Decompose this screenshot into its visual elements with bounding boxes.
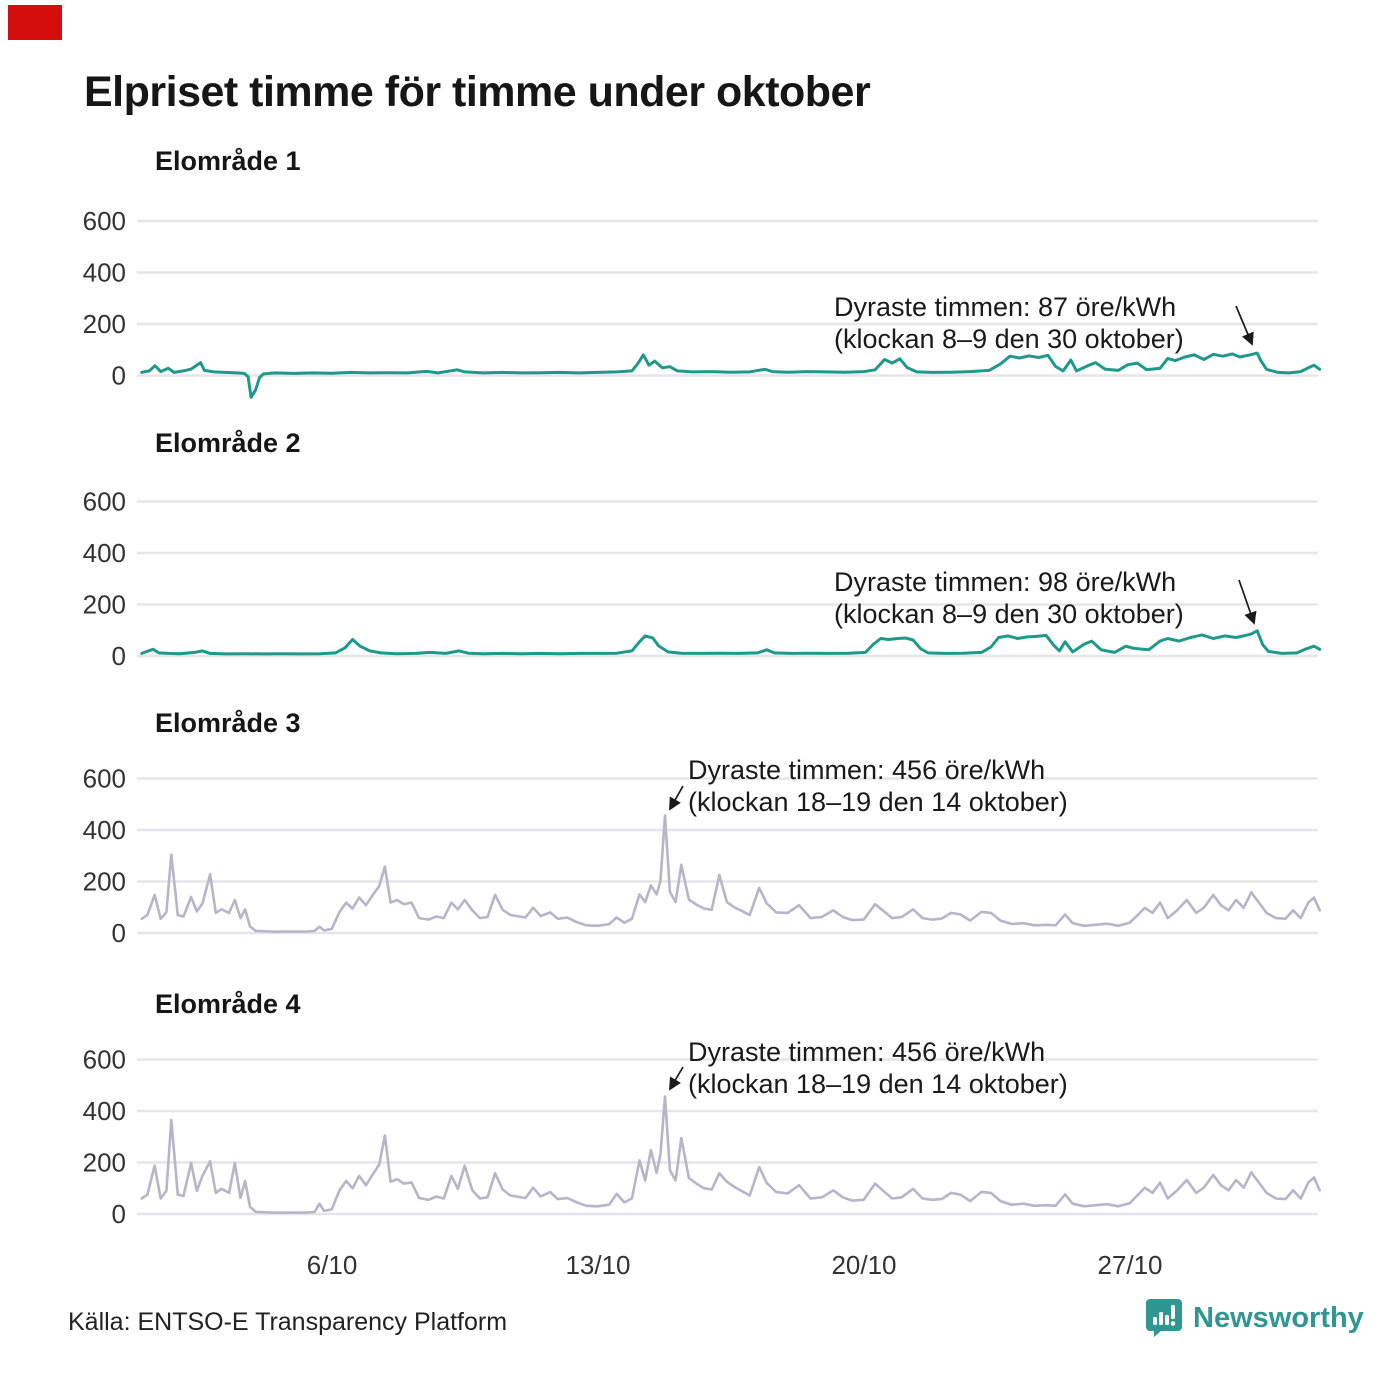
annotation-line-2: (klockan 8–9 den 30 oktober) — [834, 324, 1184, 354]
red-corner-marker — [8, 5, 62, 40]
x-tick-label: 27/10 — [1097, 1250, 1163, 1280]
y-tick-label: 400 — [83, 258, 126, 288]
y-tick-label: 0 — [112, 918, 126, 948]
y-tick-label: 600 — [83, 764, 126, 794]
annotation-line-2: (klockan 18–19 den 14 oktober) — [688, 787, 1068, 817]
annotation-arrow — [669, 1066, 684, 1091]
y-tick-label: 400 — [83, 538, 126, 568]
panel-title-elomrade-2: Elområde 2 — [155, 428, 301, 458]
brand-name: Newsworthy — [1193, 1301, 1364, 1334]
price-line-elomr-de-2 — [140, 629, 1322, 656]
y-tick-label: 600 — [83, 487, 126, 517]
price-line-elomr-de-4 — [140, 1095, 1321, 1214]
y-tick-label: 0 — [112, 361, 126, 391]
exclamation-glyph — [1171, 1305, 1175, 1319]
newsworthy-logo-icon — [1146, 1299, 1182, 1337]
annotation-panel-4: Dyraste timmen: 456 öre/kWh (klockan 18–… — [688, 1036, 1068, 1100]
panel-title-elomrade-4: Elområde 4 — [155, 989, 301, 1019]
y-tick-label: 200 — [83, 867, 126, 897]
x-tick-label: 13/10 — [565, 1250, 631, 1280]
annotation-arrow — [669, 785, 684, 811]
panel-title-elomrade-1: Elområde 1 — [155, 146, 301, 176]
y-tick-label: 0 — [112, 1199, 126, 1229]
page-title: Elpriset timme för timme under oktober — [84, 68, 871, 116]
y-tick-label: 200 — [83, 590, 126, 620]
y-tick-label: 200 — [83, 309, 126, 339]
annotation-panel-1: Dyraste timmen: 87 öre/kWh (klockan 8–9 … — [834, 291, 1184, 355]
annotation-line-2: (klockan 8–9 den 30 oktober) — [834, 599, 1184, 629]
y-tick-label: 400 — [83, 1096, 126, 1126]
y-tick-label: 600 — [83, 1045, 126, 1075]
x-tick-label: 20/10 — [831, 1250, 897, 1280]
annotation-line-1: Dyraste timmen: 456 öre/kWh — [688, 1037, 1046, 1067]
annotation-panel-3: Dyraste timmen: 456 öre/kWh (klockan 18–… — [688, 754, 1068, 818]
panel-title-elomrade-3: Elområde 3 — [155, 708, 301, 738]
annotation-panel-2: Dyraste timmen: 98 öre/kWh (klockan 8–9 … — [834, 566, 1184, 630]
annotation-arrow — [1238, 579, 1257, 625]
annotation-line-1: Dyraste timmen: 456 öre/kWh — [688, 755, 1046, 785]
y-tick-label: 200 — [83, 1148, 126, 1178]
bar-chart-glyph — [1153, 1317, 1157, 1325]
brand-lockup: Newsworthy — [1145, 1298, 1364, 1338]
source-note: Källa: ENTSO-E Transparency Platform — [68, 1308, 508, 1336]
annotation-line-1: Dyraste timmen: 98 öre/kWh — [834, 567, 1177, 597]
x-tick-label: 6/10 — [306, 1250, 358, 1280]
annotation-arrow — [1235, 305, 1254, 346]
annotation-line-2: (klockan 18–19 den 14 oktober) — [688, 1069, 1068, 1099]
annotation-line-1: Dyraste timmen: 87 öre/kWh — [834, 292, 1177, 322]
price-line-elomr-de-3 — [140, 814, 1321, 933]
price-line-elomr-de-1 — [140, 351, 1322, 399]
y-tick-label: 0 — [112, 641, 126, 671]
y-tick-label: 400 — [83, 815, 126, 845]
y-tick-label: 600 — [83, 206, 126, 236]
